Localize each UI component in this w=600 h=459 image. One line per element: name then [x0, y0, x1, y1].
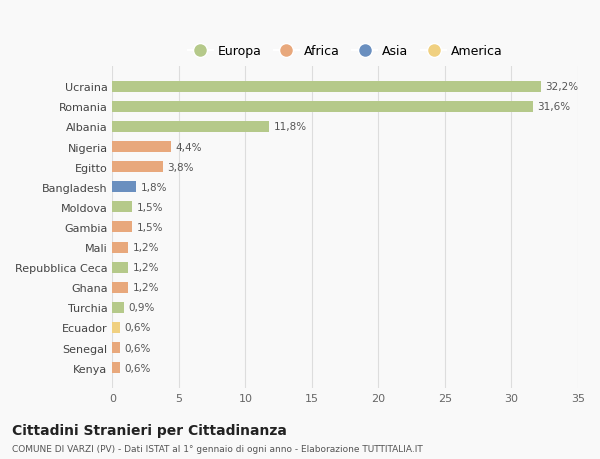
- Bar: [112, 162, 163, 173]
- Text: 1,2%: 1,2%: [133, 283, 159, 292]
- Text: 1,5%: 1,5%: [136, 223, 163, 232]
- Bar: [112, 101, 533, 112]
- Bar: [112, 342, 121, 353]
- Text: 0,6%: 0,6%: [124, 323, 151, 333]
- Bar: [112, 202, 133, 213]
- Legend: Europa, Africa, Asia, America: Europa, Africa, Asia, America: [184, 41, 506, 62]
- Text: 3,8%: 3,8%: [167, 162, 194, 172]
- Text: COMUNE DI VARZI (PV) - Dati ISTAT al 1° gennaio di ogni anno - Elaborazione TUTT: COMUNE DI VARZI (PV) - Dati ISTAT al 1° …: [12, 444, 423, 453]
- Text: 11,8%: 11,8%: [274, 122, 307, 132]
- Bar: [112, 182, 136, 193]
- Text: Cittadini Stranieri per Cittadinanza: Cittadini Stranieri per Cittadinanza: [12, 423, 287, 437]
- Bar: [112, 282, 128, 293]
- Text: 1,2%: 1,2%: [133, 242, 159, 252]
- Bar: [112, 262, 128, 273]
- Bar: [112, 242, 128, 253]
- Text: 31,6%: 31,6%: [537, 102, 570, 112]
- Text: 4,4%: 4,4%: [175, 142, 202, 152]
- Bar: [112, 122, 269, 133]
- Text: 1,2%: 1,2%: [133, 263, 159, 273]
- Bar: [112, 322, 121, 333]
- Bar: [112, 222, 133, 233]
- Bar: [112, 362, 121, 373]
- Text: 0,6%: 0,6%: [124, 343, 151, 353]
- Text: 0,9%: 0,9%: [128, 302, 155, 313]
- Bar: [112, 82, 541, 93]
- Bar: [112, 142, 171, 153]
- Text: 1,5%: 1,5%: [136, 202, 163, 213]
- Bar: [112, 302, 124, 313]
- Text: 1,8%: 1,8%: [140, 182, 167, 192]
- Text: 0,6%: 0,6%: [124, 363, 151, 373]
- Text: 32,2%: 32,2%: [545, 82, 578, 92]
